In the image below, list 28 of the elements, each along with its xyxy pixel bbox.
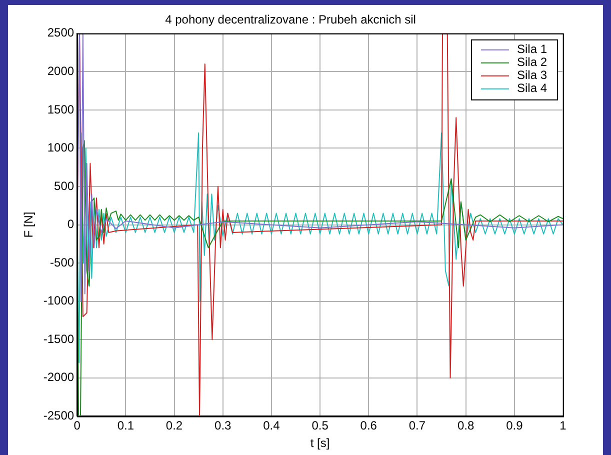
x-axis-title: t [s] bbox=[310, 436, 330, 450]
x-tick-label: 0.3 bbox=[214, 418, 232, 433]
legend-label: Sila 1 bbox=[516, 42, 548, 56]
x-tick-label: 0.4 bbox=[263, 418, 280, 433]
legend-label: Sila 4 bbox=[516, 81, 548, 96]
y-tick-label: 1500 bbox=[47, 102, 74, 116]
y-tick-label: 1000 bbox=[47, 140, 74, 155]
x-tick-label: 0.6 bbox=[360, 418, 378, 433]
y-tick-label: -1500 bbox=[43, 332, 74, 346]
x-tick-label: 0.8 bbox=[457, 418, 474, 433]
y-tick-label: -1000 bbox=[43, 294, 74, 308]
y-tick-label: -2500 bbox=[43, 408, 74, 423]
y-axis-title: F [N] bbox=[22, 212, 36, 238]
legend-label: Sila 3 bbox=[516, 68, 548, 82]
x-tick-label: 0.7 bbox=[408, 418, 426, 433]
y-tick-label: -500 bbox=[50, 255, 74, 270]
legend-label: Sila 2 bbox=[516, 55, 548, 70]
x-tick-label: 1 bbox=[560, 418, 567, 433]
chart-title: 4 pohony decentralizovane : Prubeh akcnich sil bbox=[165, 12, 416, 27]
x-tick-label: 0.9 bbox=[506, 418, 524, 433]
x-tick-label: 0.2 bbox=[166, 418, 183, 433]
y-tick-label: 2500 bbox=[47, 26, 74, 40]
y-tick-label: 500 bbox=[54, 178, 74, 193]
y-tick-label: -2000 bbox=[43, 370, 74, 384]
y-tick-label: 0 bbox=[67, 217, 74, 232]
x-tick-label: 0.1 bbox=[117, 418, 134, 433]
x-tick-label: 0.5 bbox=[312, 418, 329, 433]
y-tick-label: 2000 bbox=[47, 64, 74, 78]
